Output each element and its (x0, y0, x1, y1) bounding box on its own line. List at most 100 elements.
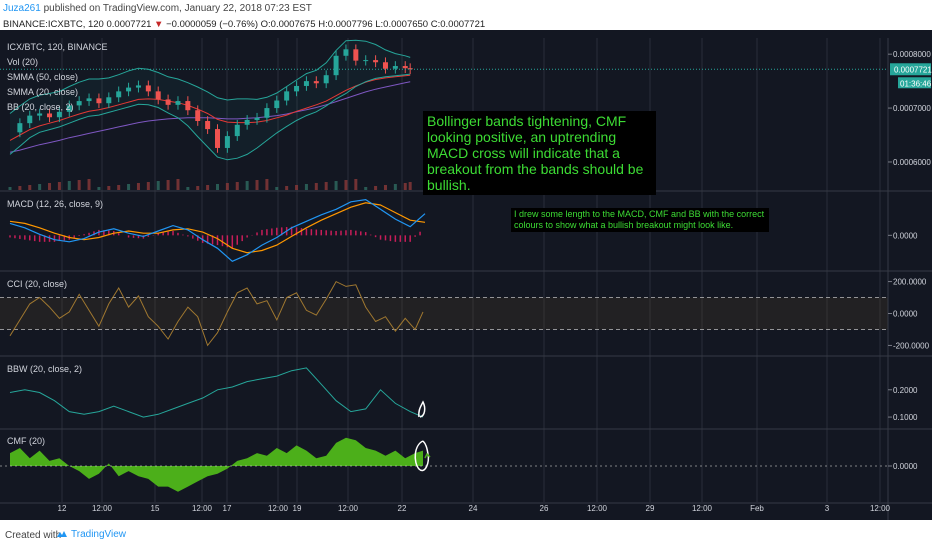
volume-bar (216, 184, 219, 190)
candle-body (17, 123, 23, 133)
candle-body (185, 101, 191, 111)
annotation-note-small[interactable]: I drew some length to the MACD, CMF and … (511, 208, 769, 232)
candle-body (264, 108, 270, 118)
price-pane (0, 39, 888, 190)
volume-bar (97, 187, 101, 190)
volume-bar (38, 184, 42, 190)
candle-body (313, 81, 319, 84)
hand-drawings (414, 400, 431, 472)
volume-bar (255, 180, 259, 190)
candle-body (86, 98, 92, 102)
tradingview-logo[interactable]: TradingView (56, 529, 126, 540)
price-pane-label-3: SMMA (20, close) (7, 87, 78, 97)
time-tick-label-13: 12:00 (692, 504, 713, 513)
bb-upper-line (9, 39, 411, 114)
time-tick-label-9: 24 (469, 504, 478, 513)
time-tick-label-12: 29 (646, 504, 655, 513)
candle-body (27, 115, 33, 124)
candle-body (343, 49, 349, 56)
volume-bar (206, 185, 210, 190)
price-pane-label-1: Vol (20) (7, 57, 38, 67)
volume-bar (393, 184, 397, 190)
price-axis-label-3: 0.0006000 (893, 158, 931, 167)
countdown-value: 01:36:46 (900, 79, 932, 88)
volume-bar (285, 186, 289, 190)
volume-bar (314, 183, 318, 190)
annotation-note-large[interactable]: Bollinger bands tightening, CMF looking … (423, 111, 656, 195)
grid-lines (61, 38, 881, 502)
volume-bar (166, 180, 170, 190)
time-tick-label-0: 12 (58, 504, 67, 513)
candle-body (224, 136, 230, 148)
volume-bar (77, 180, 81, 190)
volume-bar (324, 182, 328, 190)
price-axis[interactable]: 0.0008000 0.0007000 0.0006000 0.0000 200.000… (888, 50, 932, 471)
volume-bar (295, 185, 299, 190)
candle-body (195, 110, 201, 122)
bbw-pane (9, 367, 424, 418)
chart-canvas[interactable]: 0.0008000 0.0007000 0.0006000 0.0000 200.000… (0, 30, 932, 520)
bbw-drawn-shape (418, 400, 426, 418)
candle-body (353, 49, 359, 61)
volume-bar (48, 183, 52, 190)
volume-bar (275, 187, 279, 190)
bbw-axis-label-1: 0.2000 (893, 386, 918, 395)
time-tick-label-10: 26 (540, 504, 549, 513)
created-with-text: Created with (5, 530, 62, 541)
volume-bar (235, 182, 239, 190)
volume-bar (245, 181, 249, 190)
published-text: published on TradingView.com, January 22… (43, 3, 312, 14)
time-tick-label-1: 12:00 (92, 504, 113, 513)
last-price-tag (890, 63, 931, 76)
cmf-area (10, 437, 423, 492)
smma-20-line (9, 74, 411, 141)
cci-axis-label-1: 200.0000 (893, 278, 927, 287)
volume-bar (107, 186, 111, 190)
cloud-icon (57, 531, 67, 538)
time-tick-label-4: 17 (223, 504, 232, 513)
tradingview-brand: TradingView (71, 529, 127, 540)
volume-bar (176, 179, 180, 190)
last-price-value: 0.0007721 (894, 65, 932, 74)
candle-body (155, 91, 161, 100)
volume-bar (408, 182, 412, 190)
cci-pane-label: CCI (20, close) (7, 279, 67, 289)
volume-bar (156, 181, 160, 190)
symbol-line: BINANCE:ICXBTC, 120 0.0007721 ▼ −0.00000… (3, 19, 485, 30)
last-value: 0.0007721 (106, 19, 152, 30)
candle-body (407, 68, 413, 70)
symbol-name: BINANCE:ICXBTC, 120 (3, 19, 104, 30)
volume-bar (334, 181, 338, 190)
time-tick-label-5: 12:00 (268, 504, 289, 513)
time-axis[interactable]: 12 12:00 15 12:00 17 12:00 19 12:00 22 24 26 12:00 2… (58, 504, 891, 513)
price-axis-label-2: 0.0007000 (893, 104, 931, 113)
smma-50-line (9, 81, 411, 153)
volume-bar (117, 185, 121, 190)
bb-lower-line (9, 73, 411, 161)
volume-bar (8, 187, 12, 190)
price-pane-label-4: BB (20, close, 2) (7, 102, 74, 112)
macd-axis-label: 0.0000 (893, 231, 918, 240)
volume-bar (57, 182, 61, 190)
countdown-tag (898, 77, 931, 89)
down-arrow-icon: ▼ (154, 19, 164, 30)
volume-bar (225, 183, 229, 190)
volume-bar (136, 183, 140, 190)
volume-bar (186, 187, 190, 190)
price-pane-label-2: SMMA (50, close) (7, 72, 78, 82)
cci-line (9, 280, 424, 347)
volume-bar (354, 179, 358, 190)
candle-body (392, 66, 398, 69)
candle-body (47, 113, 53, 118)
candle-body (323, 75, 329, 84)
bbw-axis-label-2: 0.1000 (893, 413, 918, 422)
price-pane-label-0: ICX/BTC, 120, BINANCE (7, 42, 108, 52)
candle-body (215, 129, 220, 148)
volume-bar (28, 185, 32, 190)
candle-body (165, 99, 171, 105)
candle-body (106, 97, 112, 104)
author-link[interactable]: Juza261 (3, 3, 41, 14)
volume-bar (18, 186, 22, 190)
macd-signal-line (9, 202, 426, 254)
volume-bar (87, 179, 91, 190)
